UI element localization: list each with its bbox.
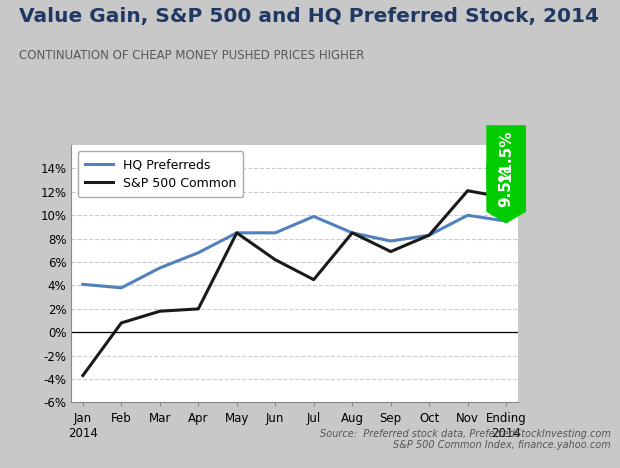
Line: S&P 500 Common: S&P 500 Common [83, 191, 506, 375]
HQ Preferreds [464, 212, 471, 218]
HQ Preferreds [425, 233, 433, 238]
Text: Source:  Preferred stock data, PreferredStockInvesting.com
S&P 500 Common Index,: Source: Preferred stock data, PreferredS… [320, 429, 611, 450]
Text: 11.5%: 11.5% [498, 129, 513, 182]
HQ Preferreds [272, 230, 279, 235]
Legend: HQ Preferreds, S&P 500 Common: HQ Preferreds, S&P 500 Common [78, 151, 244, 197]
HQ Preferreds [387, 238, 394, 244]
HQ Preferreds [310, 213, 317, 219]
HQ Preferreds [79, 281, 87, 287]
S&P 500 Common [156, 308, 164, 314]
HQ Preferreds [233, 230, 241, 235]
HQ Preferreds [156, 265, 164, 271]
HQ Preferreds [195, 250, 202, 256]
Text: CONTINUATION OF CHEAP MONEY PUSHED PRICES HIGHER: CONTINUATION OF CHEAP MONEY PUSHED PRICE… [19, 49, 364, 62]
Line: HQ Preferreds: HQ Preferreds [83, 215, 506, 288]
S&P 500 Common [425, 233, 433, 238]
HQ Preferreds [118, 285, 125, 291]
S&P 500 Common [233, 230, 241, 235]
Text: 9.5%: 9.5% [498, 165, 513, 207]
S&P 500 Common [310, 277, 317, 282]
S&P 500 Common [348, 230, 356, 235]
S&P 500 Common [272, 257, 279, 263]
S&P 500 Common [464, 188, 471, 194]
HQ Preferreds [348, 230, 356, 235]
HQ Preferreds [502, 218, 510, 224]
S&P 500 Common [195, 306, 202, 312]
S&P 500 Common [118, 320, 125, 326]
Text: Value Gain, S&P 500 and HQ Preferred Stock, 2014: Value Gain, S&P 500 and HQ Preferred Sto… [19, 7, 598, 26]
S&P 500 Common [502, 195, 510, 200]
S&P 500 Common [79, 373, 87, 378]
S&P 500 Common [387, 249, 394, 255]
